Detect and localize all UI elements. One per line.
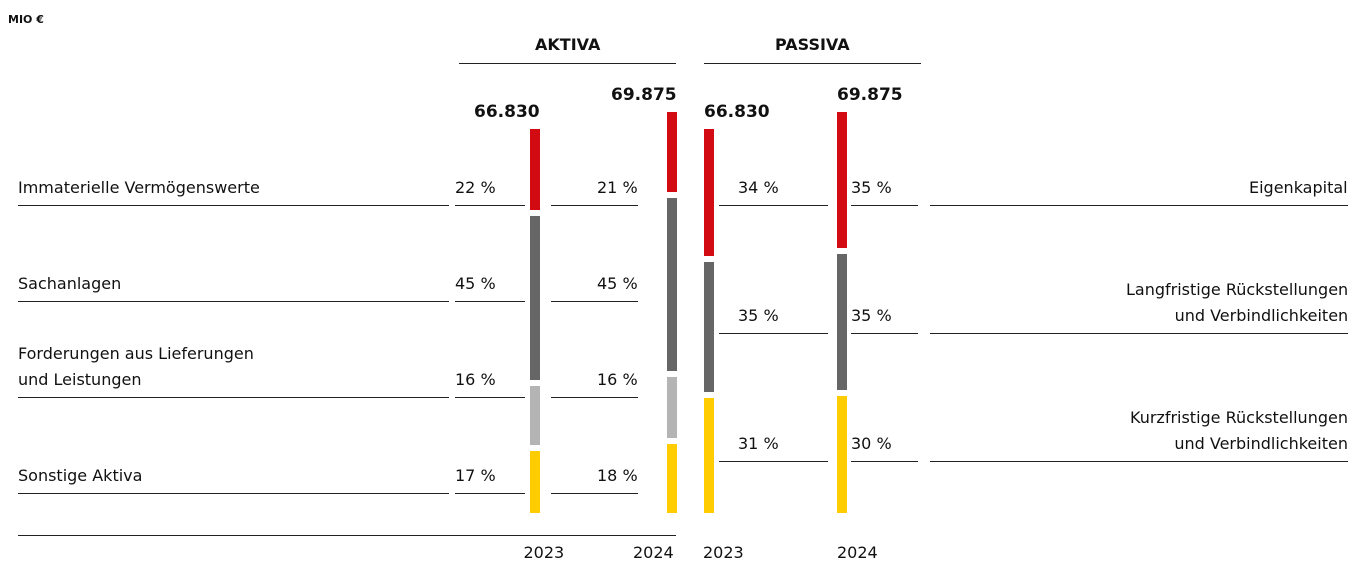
value-rule	[455, 397, 525, 398]
bar-segment	[704, 261, 714, 392]
bar-segment	[667, 112, 677, 193]
year-label: 2024	[633, 543, 674, 562]
value-label: 22 %	[455, 178, 496, 197]
category-label: Sonstige Aktiva	[18, 466, 143, 485]
group-rule	[459, 63, 676, 64]
bar-segment	[530, 215, 540, 381]
value-label: 45 %	[455, 274, 496, 293]
value-rule	[551, 397, 638, 398]
bar-segment	[667, 198, 677, 371]
bar-segment	[837, 396, 847, 513]
total-label: 66.830	[704, 102, 770, 123]
bar-segment	[530, 386, 540, 445]
value-rule	[551, 205, 638, 206]
unit-label: MIO €	[8, 13, 44, 26]
value-label: 16 %	[455, 370, 496, 389]
group-rule	[704, 63, 921, 64]
total-label: 66.830	[474, 102, 540, 123]
value-rule	[719, 333, 828, 334]
value-label: 16 %	[597, 370, 638, 389]
value-rule	[719, 205, 828, 206]
value-label: 21 %	[597, 178, 638, 197]
base-line	[18, 535, 676, 536]
bar-segment	[530, 450, 540, 513]
category-label: Sachanlagen	[18, 274, 122, 293]
total-label: 69.875	[611, 85, 677, 105]
bar-segment	[837, 112, 847, 249]
value-label: 34 %	[738, 178, 779, 197]
group-title: PASSIVA	[775, 35, 850, 54]
value-label: 30 %	[851, 434, 892, 453]
total-label: 69.875	[837, 85, 903, 105]
value-label: 35 %	[851, 178, 892, 197]
category-rule	[930, 333, 1348, 334]
value-label: 35 %	[851, 306, 892, 325]
category-label: Langfristige Rückstellungen und Verbindl…	[1126, 280, 1349, 325]
category-label: Kurzfristige Rückstellungen und Verbindl…	[1130, 408, 1348, 453]
bar-segment	[667, 376, 677, 439]
year-label: 2024	[837, 543, 878, 562]
value-rule	[851, 461, 918, 462]
category-label: Eigenkapital	[1249, 178, 1348, 197]
value-label: 31 %	[738, 434, 779, 453]
value-label: 35 %	[738, 306, 779, 325]
bar-segment	[704, 397, 714, 513]
value-label: 45 %	[597, 274, 638, 293]
category-label: Forderungen aus Lieferungen und Leistung…	[18, 344, 254, 389]
value-rule	[851, 333, 918, 334]
value-rule	[551, 493, 638, 494]
category-rule	[18, 205, 449, 206]
category-rule	[930, 205, 1348, 206]
value-rule	[551, 301, 638, 302]
value-rule	[851, 205, 918, 206]
value-label: 18 %	[597, 466, 638, 485]
value-label: 17 %	[455, 466, 496, 485]
group-title: AKTIVA	[535, 35, 601, 54]
category-rule	[930, 461, 1348, 462]
value-rule	[455, 205, 525, 206]
bar-segment	[704, 129, 714, 256]
value-rule	[455, 301, 525, 302]
category-rule	[18, 397, 449, 398]
category-rule	[18, 493, 449, 494]
category-label: Immaterielle Vermögenswerte	[18, 178, 260, 197]
category-rule	[18, 301, 449, 302]
year-label: 2023	[703, 543, 744, 562]
bar-segment	[530, 129, 540, 210]
bar-segment	[837, 254, 847, 391]
value-rule	[719, 461, 828, 462]
bar-segment	[667, 444, 677, 513]
year-label: 2023	[523, 543, 565, 562]
value-rule	[455, 493, 525, 494]
